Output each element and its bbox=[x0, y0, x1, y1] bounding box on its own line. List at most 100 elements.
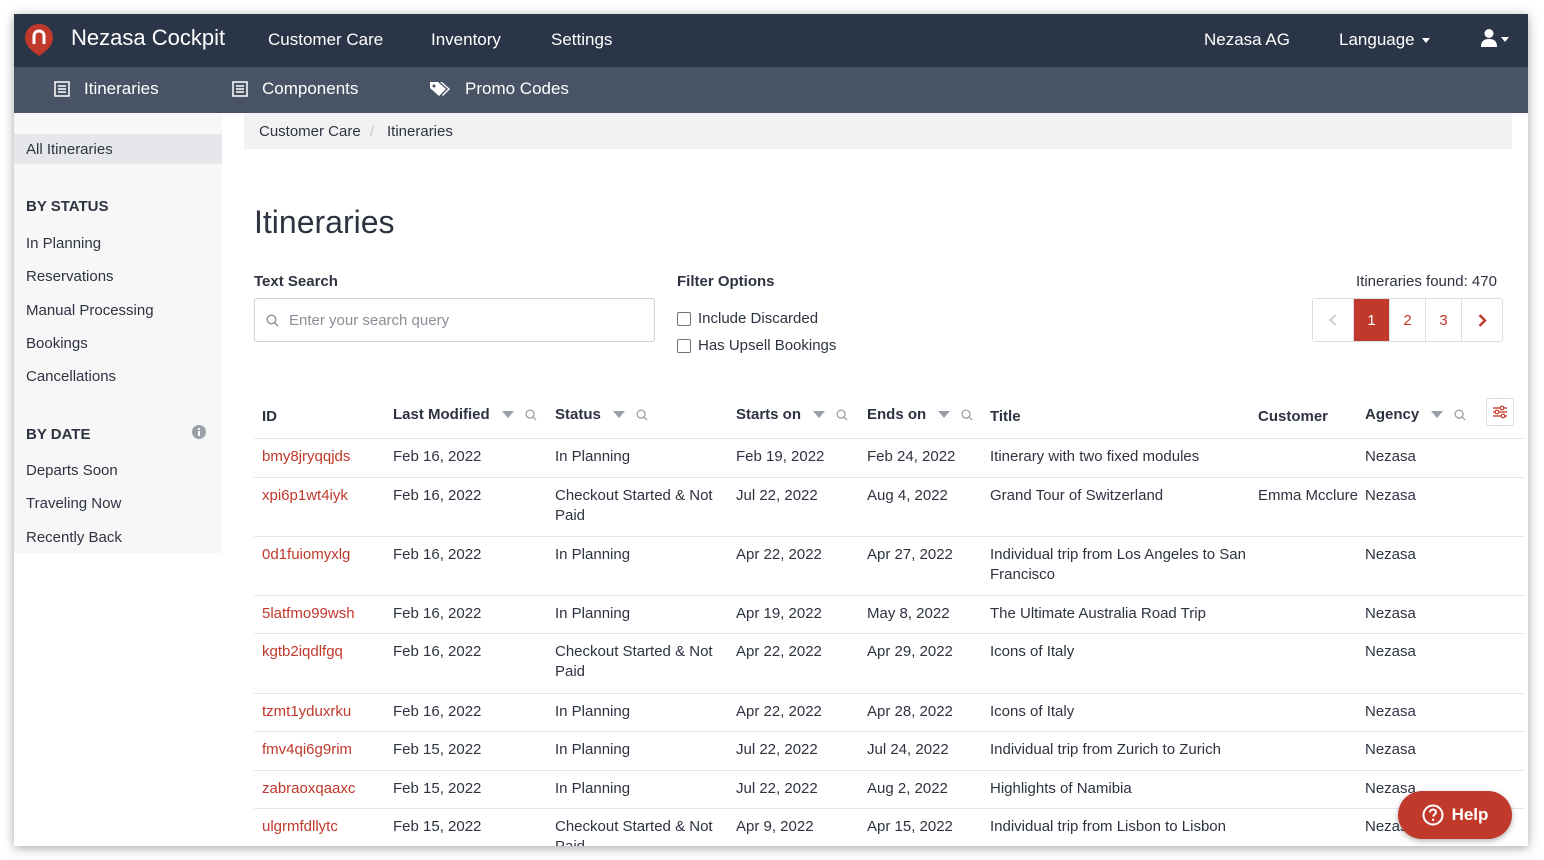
sort-down-icon[interactable] bbox=[813, 411, 826, 418]
cell-agency: Nezasa bbox=[1365, 780, 1416, 797]
search-icon[interactable] bbox=[836, 408, 848, 421]
cell-status: In Planning bbox=[555, 780, 631, 797]
column-header-starts-on[interactable]: Starts on bbox=[736, 406, 848, 423]
row-divider bbox=[254, 438, 1524, 439]
language-dropdown[interactable]: Language bbox=[1339, 30, 1430, 50]
sidebar-item-reservations[interactable]: Reservations bbox=[26, 268, 114, 285]
cell-starts-on: Apr 19, 2022 bbox=[736, 605, 822, 622]
sidebar-item-departs-soon[interactable]: Departs Soon bbox=[26, 462, 118, 479]
brand-name[interactable]: Nezasa Cockpit bbox=[71, 25, 226, 50]
sidebar-item-all-itineraries[interactable]: All Itineraries bbox=[14, 134, 222, 164]
subnav-promo-codes-label: Promo Codes bbox=[465, 79, 569, 98]
cell-agency: Nezasa bbox=[1365, 703, 1416, 720]
column-header-id: ID bbox=[262, 408, 277, 425]
search-input[interactable] bbox=[289, 309, 639, 331]
info-icon[interactable] bbox=[192, 425, 206, 439]
filter-options-label: Filter Options bbox=[677, 273, 775, 290]
search-icon bbox=[266, 314, 279, 327]
row-divider bbox=[254, 633, 1524, 634]
column-settings-button[interactable] bbox=[1486, 398, 1514, 426]
language-label: Language bbox=[1339, 30, 1415, 49]
company-name[interactable]: Nezasa AG bbox=[1204, 30, 1290, 49]
cell-last-modified: Feb 15, 2022 bbox=[393, 818, 482, 835]
cell-status: In Planning bbox=[555, 448, 631, 465]
sidebar-item-in-planning[interactable]: In Planning bbox=[26, 235, 102, 252]
subnav-itineraries[interactable]: Itineraries bbox=[54, 79, 159, 99]
cell-status: In Planning bbox=[555, 741, 631, 758]
sub-navbar: Itineraries Components Promo Codes bbox=[14, 67, 1528, 113]
page-title: Itineraries bbox=[254, 204, 395, 240]
include-discarded-label: Include Discarded bbox=[698, 310, 819, 327]
sidebar-item-label: All Itineraries bbox=[26, 141, 113, 158]
cell-id[interactable]: tzmt1yduxrku bbox=[262, 703, 352, 720]
cell-title: Individual trip from Lisbon to Lisbon bbox=[990, 818, 1226, 835]
cell-id[interactable]: xpi6p1wt4iyk bbox=[262, 487, 348, 504]
search-icon[interactable] bbox=[525, 408, 537, 421]
nav-settings[interactable]: Settings bbox=[551, 30, 613, 49]
pagination-prev-button[interactable] bbox=[1313, 299, 1354, 341]
column-header-title: Title bbox=[990, 408, 1021, 425]
user-menu[interactable] bbox=[1480, 28, 1520, 48]
column-header-agency[interactable]: Agency bbox=[1365, 406, 1466, 423]
row-divider bbox=[254, 477, 1524, 478]
list-icon bbox=[54, 81, 70, 97]
pagination-page-3[interactable]: 3 bbox=[1426, 299, 1462, 341]
cell-agency: Nezasa bbox=[1365, 741, 1416, 758]
sidebar-item-recently-back[interactable]: Recently Back bbox=[26, 529, 122, 546]
row-divider bbox=[254, 808, 1524, 809]
has-upsell-checkbox[interactable] bbox=[677, 338, 691, 353]
cell-status: In Planning bbox=[555, 546, 631, 563]
column-header-customer: Customer bbox=[1258, 408, 1328, 425]
sort-down-icon[interactable] bbox=[1431, 411, 1444, 418]
nav-inventory[interactable]: Inventory bbox=[431, 30, 501, 49]
cell-agency: Nezasa bbox=[1365, 546, 1416, 563]
cell-agency: Nezasa bbox=[1365, 448, 1416, 465]
sidebar-item-bookings[interactable]: Bookings bbox=[26, 335, 88, 352]
results-count: Itineraries found: 470 bbox=[1356, 273, 1497, 290]
sidebar-item-manual-processing[interactable]: Manual Processing bbox=[26, 302, 154, 319]
cell-id[interactable]: ulgrmfdllytc bbox=[262, 818, 338, 835]
sort-down-icon[interactable] bbox=[612, 411, 625, 418]
include-discarded-checkbox[interactable] bbox=[677, 311, 691, 326]
cell-last-modified: Feb 16, 2022 bbox=[393, 703, 482, 720]
cell-title: Icons of Italy bbox=[990, 703, 1075, 720]
sidebar-item-cancellations[interactable]: Cancellations bbox=[26, 368, 117, 385]
search-icon[interactable] bbox=[1454, 408, 1466, 421]
cell-status: In Planning bbox=[555, 703, 631, 720]
column-header-last-modified[interactable]: Last Modified bbox=[393, 406, 537, 423]
cell-id[interactable]: fmv4qi6g9rim bbox=[262, 741, 353, 758]
pagination-page-2[interactable]: 2 bbox=[1390, 299, 1426, 341]
column-header-label: Title bbox=[990, 408, 1021, 425]
column-header-ends-on[interactable]: Ends on bbox=[867, 406, 973, 423]
cell-id[interactable]: 5latfmo99wsh bbox=[262, 605, 355, 622]
has-upsell-filter[interactable]: Has Upsell Bookings bbox=[677, 337, 836, 354]
nav-customer-care[interactable]: Customer Care bbox=[268, 30, 384, 49]
cell-id[interactable]: bmy8jryqqjds bbox=[262, 448, 351, 465]
cell-id[interactable]: kgtb2iqdlfgq bbox=[262, 643, 343, 660]
pagination: 1 2 3 bbox=[1312, 298, 1503, 342]
search-icon[interactable] bbox=[961, 408, 973, 421]
cell-starts-on: Apr 22, 2022 bbox=[736, 703, 822, 720]
sort-down-icon[interactable] bbox=[938, 411, 951, 418]
search-icon[interactable] bbox=[636, 408, 648, 421]
cell-ends-on: Apr 27, 2022 bbox=[867, 546, 953, 563]
breadcrumb-customer-care[interactable]: Customer Care bbox=[259, 123, 361, 140]
subnav-components[interactable]: Components bbox=[232, 79, 358, 99]
sliders-icon bbox=[1493, 405, 1507, 419]
help-button[interactable]: Help bbox=[1398, 791, 1512, 839]
cell-id[interactable]: 0d1fuiomyxlg bbox=[262, 546, 351, 563]
breadcrumb: Customer Care / Itineraries bbox=[244, 113, 1512, 149]
cell-ends-on: Feb 24, 2022 bbox=[867, 448, 956, 465]
nezasa-logo-icon[interactable] bbox=[24, 23, 54, 57]
subnav-promo-codes[interactable]: Promo Codes bbox=[429, 79, 569, 99]
include-discarded-filter[interactable]: Include Discarded bbox=[677, 310, 818, 327]
sort-down-icon[interactable] bbox=[501, 411, 514, 418]
chevron-left-icon bbox=[1329, 314, 1337, 326]
cell-id[interactable]: zabraoxqaaxc bbox=[262, 780, 356, 797]
sidebar-item-traveling-now[interactable]: Traveling Now bbox=[26, 495, 122, 512]
row-divider bbox=[254, 595, 1524, 596]
column-header-label: Customer bbox=[1258, 408, 1329, 425]
pagination-page-1[interactable]: 1 bbox=[1354, 299, 1390, 341]
column-header-status[interactable]: Status bbox=[555, 406, 648, 423]
pagination-next-button[interactable] bbox=[1462, 299, 1502, 341]
